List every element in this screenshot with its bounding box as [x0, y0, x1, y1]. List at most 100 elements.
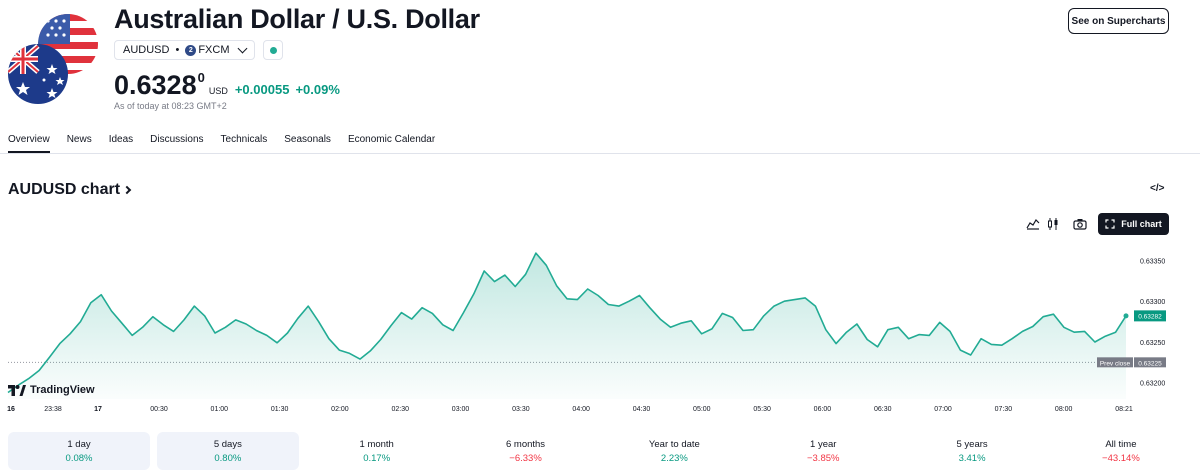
period-change: 2.23%	[660, 452, 688, 464]
period-year-to-date[interactable]: Year to date 2.23%	[603, 432, 745, 470]
y-tick-label: 0.63200	[1140, 381, 1165, 388]
x-tick-label: 06:30	[874, 406, 892, 413]
period-change: 3.41%	[958, 452, 986, 464]
chevron-down-icon	[238, 43, 248, 53]
period-5-years[interactable]: 5 years 3.41%	[901, 432, 1043, 470]
last-price-label: 0.63282	[1138, 313, 1162, 320]
period-change: 0.17%	[363, 452, 391, 464]
tab-technicals[interactable]: Technicals	[220, 134, 268, 145]
period-change: −43.14%	[1102, 452, 1140, 464]
prev-close-label: Prev close	[1100, 360, 1131, 367]
exchange-logo-icon: 2	[185, 44, 197, 56]
performance-periods: 1 day 0.08% 5 days 0.80% 1 month 0.17% 6…	[8, 432, 1192, 470]
x-tick-label: 03:00	[452, 406, 470, 413]
period-label: 5 days	[213, 438, 242, 450]
full-chart-button[interactable]: Full chart	[1098, 213, 1169, 235]
market-status-badge[interactable]	[263, 40, 284, 60]
chevron-right-icon	[122, 185, 132, 195]
x-tick-label: 05:30	[753, 406, 771, 413]
price-timestamp: As of today at 08:23 GMT+2	[114, 101, 227, 111]
x-tick-label: 04:30	[633, 406, 651, 413]
symbol-separator: •	[175, 44, 180, 56]
price-row: 0.6328 0 USD +0.00055 +0.09%	[114, 70, 346, 101]
last-price: 0.6328	[114, 70, 197, 100]
period-5-days[interactable]: 5 days 0.80%	[156, 432, 299, 470]
y-tick-label: 0.63250	[1140, 340, 1165, 347]
x-tick-label: 07:00	[934, 406, 952, 413]
x-tick-label: 08:21	[1115, 406, 1133, 413]
y-axis: 0.63350 0.63300 0.63250 0.63200	[1140, 258, 1165, 387]
currency-flags	[8, 14, 100, 106]
x-tick-label: 02:00	[331, 406, 349, 413]
x-tick-label: 01:30	[271, 406, 289, 413]
symbol-meta-row: AUDUSD • 2 FXCM	[114, 40, 284, 60]
x-tick-label: 05:00	[693, 406, 711, 413]
period-change: 0.08%	[65, 452, 93, 464]
chart-heading-link[interactable]: AUDUSD chart	[8, 181, 132, 199]
period-1-month[interactable]: 1 month 0.17%	[306, 432, 448, 470]
candlestick-icon	[1048, 218, 1058, 230]
full-chart-label: Full chart	[1121, 219, 1162, 229]
see-on-supercharts-button[interactable]: See on Supercharts	[1068, 8, 1169, 34]
price-change-absolute: +0.00055	[234, 82, 290, 97]
x-tick-label: 06:00	[814, 406, 832, 413]
price-area-fill	[8, 253, 1126, 399]
period-all-time[interactable]: All time −43.14%	[1050, 432, 1192, 470]
candles-chart-style-button[interactable]	[1042, 214, 1064, 234]
screenshot-button[interactable]	[1069, 214, 1091, 234]
symbol-selector[interactable]: AUDUSD • 2 FXCM	[114, 40, 256, 60]
market-open-dot-icon	[269, 46, 277, 54]
period-1-day[interactable]: 1 day 0.08%	[8, 432, 150, 470]
tab-seasonals[interactable]: Seasonals	[284, 134, 331, 145]
last-price-label-bg	[1134, 310, 1166, 322]
x-tick-label: 08:00	[1055, 406, 1073, 413]
overview-tabs: Overview News Ideas Discussions Technica…	[8, 134, 436, 153]
tab-news[interactable]: News	[66, 134, 92, 145]
tradingview-logo-text: TradingView	[30, 384, 95, 396]
tab-ideas[interactable]: Ideas	[108, 134, 134, 145]
period-label: 1 month	[359, 438, 394, 450]
prev-close-label-bg	[1097, 357, 1133, 368]
camera-icon	[1073, 219, 1087, 230]
tab-discussions[interactable]: Discussions	[150, 134, 204, 145]
period-6-months[interactable]: 6 months −6.33%	[455, 432, 597, 470]
tab-economic-calendar[interactable]: Economic Calendar	[347, 134, 436, 145]
x-tick-label: 04:00	[572, 406, 590, 413]
period-label: 6 months	[505, 438, 546, 450]
symbol-ticker: AUDUSD	[123, 44, 170, 56]
period-change: 0.80%	[214, 452, 242, 464]
price-change-percent: +0.09%	[295, 82, 340, 97]
last-price-pip: 0	[197, 70, 205, 85]
x-tick-label: 17	[94, 406, 102, 413]
tradingview-logo[interactable]: TradingView	[8, 384, 95, 396]
prev-close-value-bg	[1134, 357, 1166, 368]
period-1-year[interactable]: 1 year −3.85%	[752, 432, 894, 470]
y-tick-label: 0.63350	[1140, 258, 1165, 265]
chart-heading-text: AUDUSD chart	[8, 181, 121, 198]
period-label: 1 day	[67, 438, 91, 450]
period-label: 1 year	[810, 438, 837, 450]
x-tick-label: 07:30	[995, 406, 1013, 413]
exchange-name: FXCM	[198, 44, 230, 56]
x-tick-label: 02:30	[391, 406, 409, 413]
tab-overview[interactable]: Overview	[8, 134, 50, 153]
price-currency: USD	[208, 86, 228, 96]
embed-code-icon[interactable]: </>	[1150, 183, 1165, 194]
x-tick-label: 03:30	[512, 406, 530, 413]
price-line	[7, 252, 1127, 394]
y-tick-label: 0.63300	[1140, 299, 1165, 306]
area-chart-style-button[interactable]	[1022, 214, 1044, 234]
price-chart[interactable]: 0.63350 0.63300 0.63250 0.63200 16 23:38 17 00…	[0, 236, 1200, 414]
x-axis: 16 23:38 17 00:30 01:00 01:30 02:00 02:30 03:00 0…	[7, 406, 1133, 413]
period-label: 5 years	[956, 438, 988, 450]
x-tick-label: 23:38	[44, 406, 62, 413]
tradingview-logo-icon	[8, 384, 26, 396]
tabs-divider	[0, 153, 1200, 154]
x-tick-label: 00:30	[150, 406, 168, 413]
period-label: Year to date	[648, 438, 700, 450]
fullscreen-icon	[1105, 219, 1115, 229]
au-flag-icon	[8, 44, 68, 104]
period-change: −6.33%	[509, 452, 542, 464]
x-tick-label: 01:00	[211, 406, 229, 413]
last-price-dot	[1123, 313, 1129, 319]
